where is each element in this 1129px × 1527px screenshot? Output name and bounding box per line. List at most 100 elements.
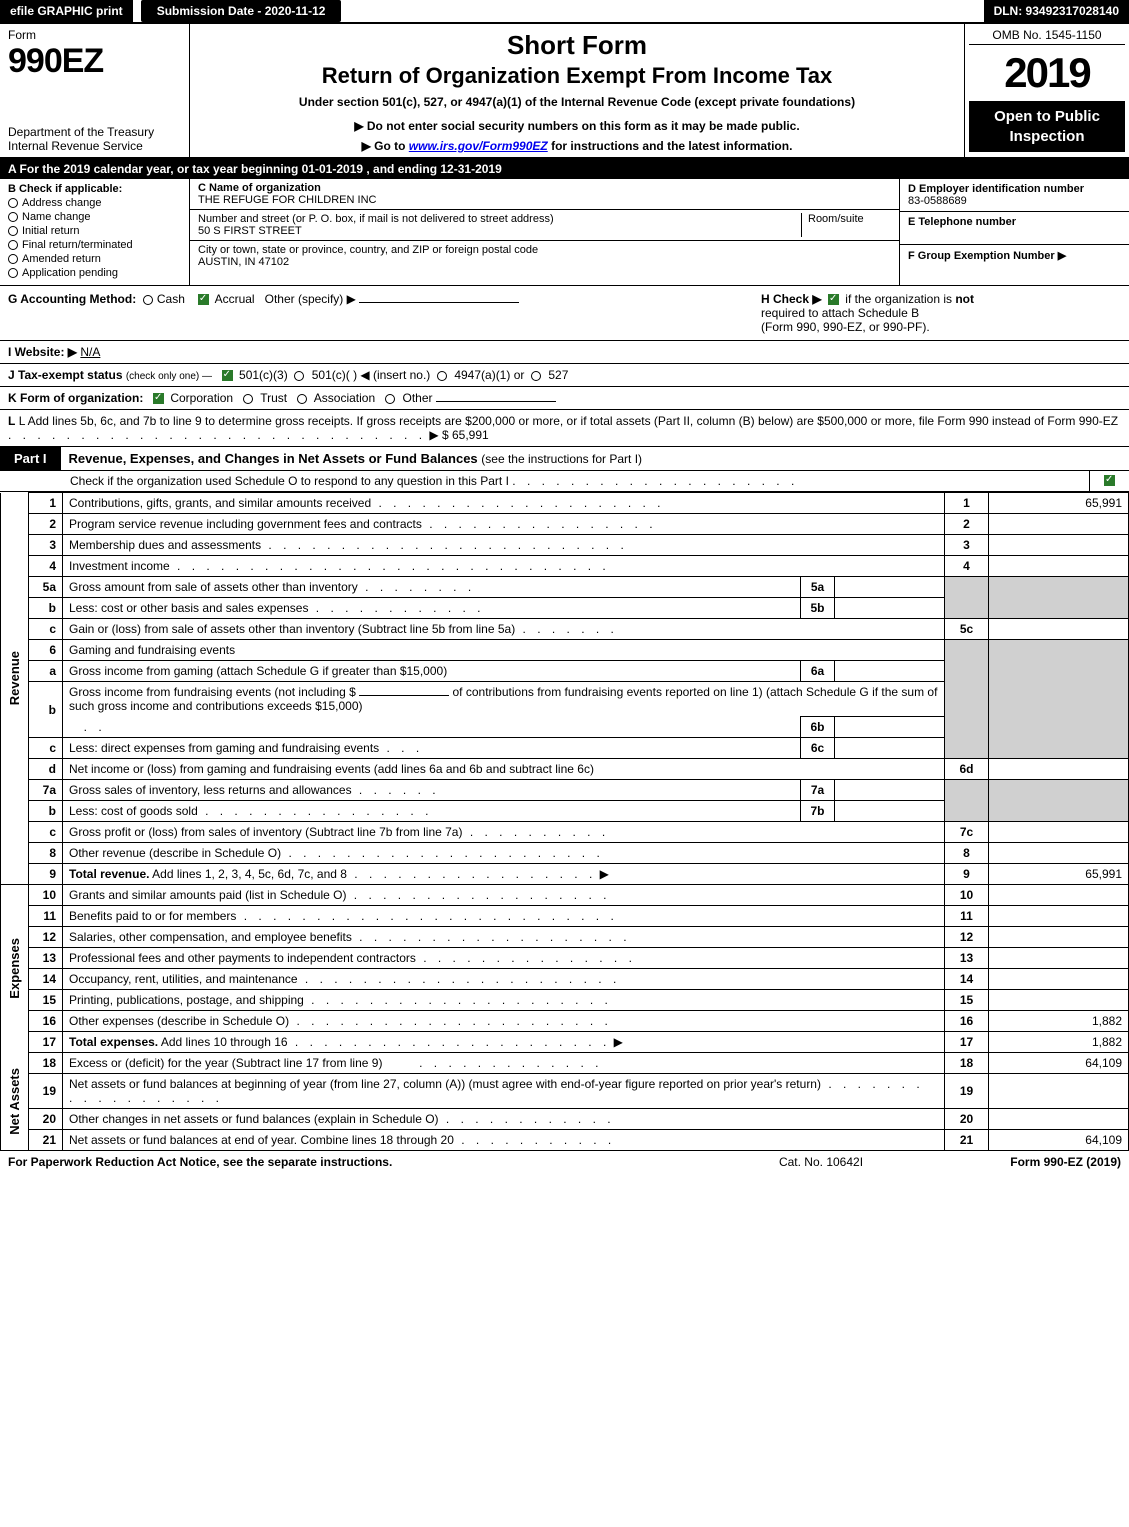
association-radio[interactable] [297, 394, 307, 404]
k-other: Other [403, 391, 433, 405]
4947a1-radio[interactable] [437, 371, 447, 381]
line-6d-val [989, 759, 1129, 780]
line-20-desc: Other changes in net assets or fund bala… [69, 1112, 439, 1126]
other-radio[interactable] [385, 394, 395, 404]
line-4-desc: Investment income [69, 559, 170, 573]
line-16-num: 16 [29, 1011, 63, 1032]
line-11-idx: 11 [945, 906, 989, 927]
line-16-val: 1,882 [989, 1011, 1129, 1032]
j-527: 527 [548, 368, 568, 382]
h-not: not [955, 292, 974, 306]
g-accrual: Accrual [215, 292, 255, 306]
line-10-desc: Grants and similar amounts paid (list in… [69, 888, 346, 902]
opt-application-pending[interactable]: Application pending [8, 267, 181, 279]
line-10-idx: 10 [945, 885, 989, 906]
return-title: Return of Organization Exempt From Incom… [198, 63, 956, 89]
line-17-idx: 17 [945, 1032, 989, 1053]
line-20-num: 20 [29, 1109, 63, 1130]
line-2-num: 2 [29, 514, 63, 535]
line-12-val [989, 927, 1129, 948]
line-7c-idx: 7c [945, 822, 989, 843]
line-1-val: 65,991 [989, 493, 1129, 514]
sched-o-checkbox[interactable] [1104, 475, 1115, 486]
h-checkbox[interactable] [828, 294, 839, 305]
line-21-val: 64,109 [989, 1130, 1129, 1151]
line-7a-desc: Gross sales of inventory, less returns a… [69, 783, 352, 797]
line-3-num: 3 [29, 535, 63, 556]
line-2-val [989, 514, 1129, 535]
line-13-desc: Professional fees and other payments to … [69, 951, 416, 965]
line-1-desc: Contributions, gifts, grants, and simila… [69, 496, 371, 510]
opt-initial-return[interactable]: Initial return [8, 225, 181, 237]
line-5b-sub: 5b [801, 598, 835, 619]
line-6a-num: a [29, 661, 63, 682]
line-5c-desc: Gain or (loss) from sale of assets other… [69, 622, 515, 636]
opt-name-change[interactable]: Name change [8, 211, 181, 223]
trust-radio[interactable] [243, 394, 253, 404]
line-12-idx: 12 [945, 927, 989, 948]
line-1-num: 1 [29, 493, 63, 514]
line-6-num: 6 [29, 640, 63, 661]
501c3-checkbox[interactable] [222, 370, 233, 381]
tax-period-row: A For the 2019 calendar year, or tax yea… [0, 159, 1129, 179]
website-value: N/A [80, 345, 100, 359]
omb-number: OMB No. 1545-1150 [969, 28, 1125, 45]
schedule-o-check-row: Check if the organization used Schedule … [0, 471, 1129, 492]
line-18-desc: Excess or (deficit) for the year (Subtra… [69, 1056, 382, 1070]
line-7a-num: 7a [29, 780, 63, 801]
line-5b-num: b [29, 598, 63, 619]
line-16-desc: Other expenses (describe in Schedule O) [69, 1014, 289, 1028]
h-text2: required to attach Schedule B [761, 306, 919, 320]
footer-form: Form 990-EZ (2019) [921, 1155, 1121, 1169]
501c-radio[interactable] [294, 371, 304, 381]
accrual-checkbox[interactable] [198, 294, 209, 305]
part1-header: Part I Revenue, Expenses, and Changes in… [0, 447, 1129, 471]
row-i: I Website: ▶ N/A [0, 341, 1129, 364]
section-b: B Check if applicable: Address change Na… [0, 179, 190, 285]
527-radio[interactable] [531, 371, 541, 381]
j-501c: 501(c)( ) ◀ (insert no.) [312, 368, 431, 382]
opt-address-change[interactable]: Address change [8, 197, 181, 209]
line-19-num: 19 [29, 1074, 63, 1109]
line-2-idx: 2 [945, 514, 989, 535]
room-label: Room/suite [808, 213, 891, 225]
efile-print-button[interactable]: efile GRAPHIC print [0, 0, 133, 22]
section-def: D Employer identification number 83-0588… [899, 179, 1129, 285]
line-21-idx: 21 [945, 1130, 989, 1151]
group-exemption-label: F Group Exemption Number ▶ [908, 249, 1121, 262]
k-corp: Corporation [170, 391, 233, 405]
line-8-num: 8 [29, 843, 63, 864]
go-to-pre: ▶ Go to [362, 139, 409, 153]
opt-final-return[interactable]: Final return/terminated [8, 239, 181, 251]
line-9-num: 9 [29, 864, 63, 885]
line-7b-sub: 7b [801, 801, 835, 822]
g-other: Other (specify) ▶ [265, 292, 356, 306]
l-amount: $ 65,991 [442, 428, 489, 442]
line-6a-sub: 6a [801, 661, 835, 682]
opt-amended-return[interactable]: Amended return [8, 253, 181, 265]
tax-year: 2019 [969, 49, 1125, 97]
line-14-num: 14 [29, 969, 63, 990]
info-block: B Check if applicable: Address change Na… [0, 179, 1129, 286]
page-footer: For Paperwork Reduction Act Notice, see … [0, 1151, 1129, 1173]
sched-o-text: Check if the organization used Schedule … [70, 474, 509, 488]
line-6d-idx: 6d [945, 759, 989, 780]
line-5a-sub: 5a [801, 577, 835, 598]
line-18-val: 64,109 [989, 1053, 1129, 1074]
form990ez-link[interactable]: www.irs.gov/Form990EZ [409, 139, 548, 153]
k-trust: Trust [260, 391, 287, 405]
row-j: J Tax-exempt status (check only one) — 5… [0, 364, 1129, 387]
corporation-checkbox[interactable] [153, 393, 164, 404]
part1-note: (see the instructions for Part I) [481, 452, 642, 466]
line-3-idx: 3 [945, 535, 989, 556]
line-13-num: 13 [29, 948, 63, 969]
topbar: efile GRAPHIC print Submission Date - 20… [0, 0, 1129, 24]
c-name-label: C Name of organization [198, 182, 891, 194]
line-6b-num: b [29, 682, 63, 738]
line-14-idx: 14 [945, 969, 989, 990]
line-8-idx: 8 [945, 843, 989, 864]
cash-radio[interactable] [143, 295, 153, 305]
line-4-val [989, 556, 1129, 577]
line-8-val [989, 843, 1129, 864]
line-19-idx: 19 [945, 1074, 989, 1109]
